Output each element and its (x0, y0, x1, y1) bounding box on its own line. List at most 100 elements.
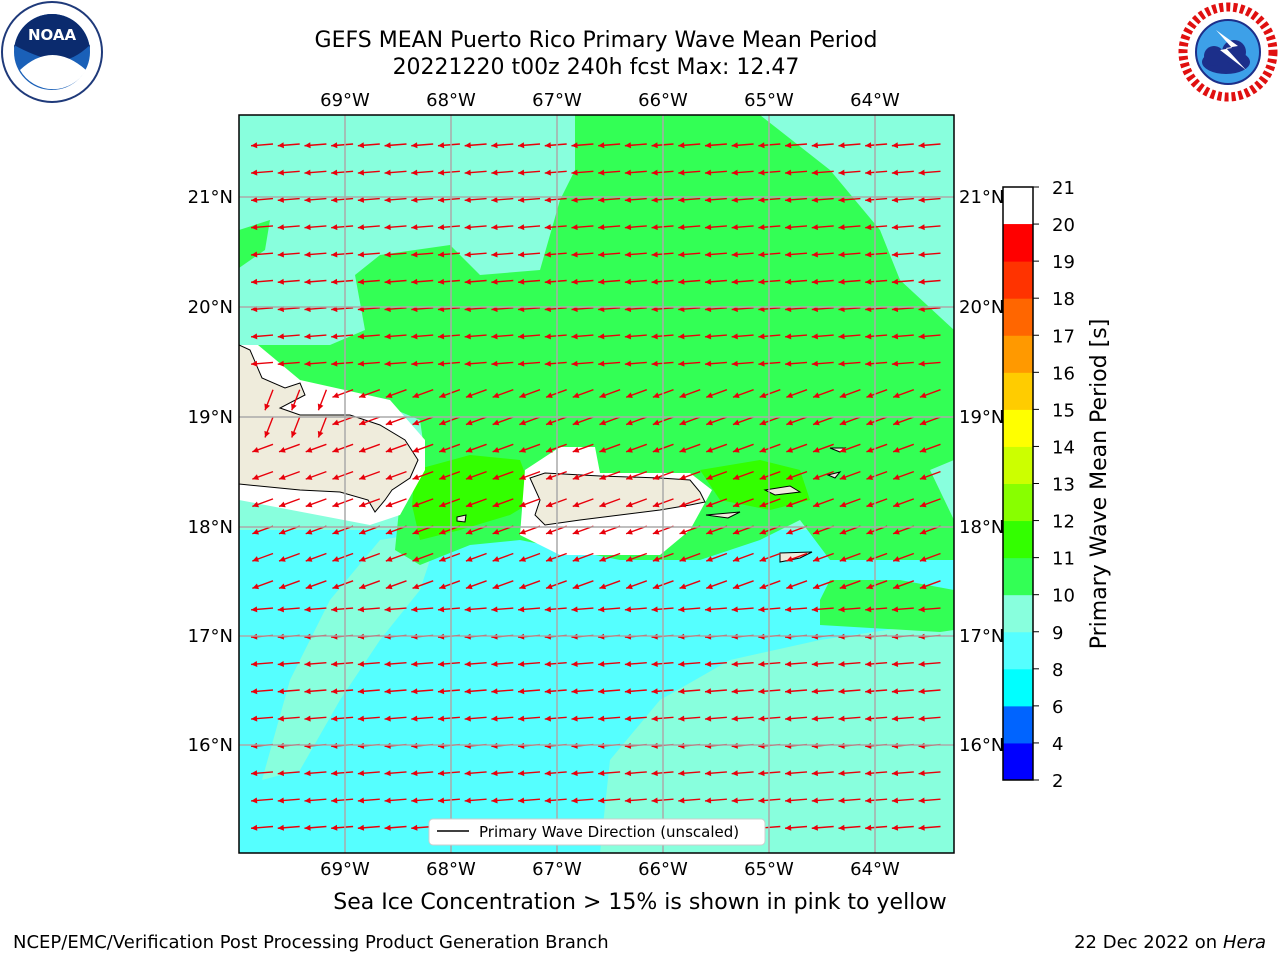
wave-arrow-head (704, 196, 712, 203)
wave-arrow-head (758, 278, 765, 285)
wave-arrow-head (439, 392, 446, 399)
wave-arrow-head (384, 715, 391, 722)
lat-label: 16°N (188, 735, 233, 756)
wave-arrow-head (544, 333, 551, 340)
wave-arrow-head (492, 528, 500, 535)
wave-arrow-head (437, 251, 445, 258)
wave-arrow-head (839, 446, 847, 453)
wave-arrow-head (651, 142, 658, 149)
wave-arrow-head (704, 606, 712, 613)
wave-arrow-head (544, 251, 551, 258)
wave-arrow-head (731, 333, 738, 340)
wave-arrow-head (359, 392, 366, 399)
wave-arrow-head (811, 333, 818, 340)
wave-arrow-head (317, 403, 324, 411)
colorbar-tick-label: 11 (1052, 549, 1075, 570)
wave-arrow-head (385, 474, 393, 480)
wave-arrow-head (572, 446, 580, 453)
wave-arrow-head (786, 474, 793, 480)
colorbar-bin (1003, 372, 1033, 410)
wave-arrow-head (838, 660, 845, 667)
wave-arrow-head (891, 770, 899, 777)
wave-arrow-head (598, 715, 605, 722)
wave-arrow-head (465, 528, 473, 535)
wave-arrow-head (411, 278, 418, 285)
landmass-virgin-islands (705, 447, 847, 563)
wave-arrow-head (758, 169, 765, 176)
wave-arrow-head (624, 196, 632, 203)
wave-arrow-head (893, 446, 900, 453)
colorbar-bin (1003, 446, 1033, 484)
landmass-mona-island (456, 514, 467, 523)
colorbar-bin (1003, 705, 1033, 744)
wave-arrow-head (598, 169, 605, 176)
wave-arrow-head (599, 446, 607, 453)
wave-arrow-head (384, 251, 391, 258)
wave-arrow-head (758, 797, 765, 804)
wave-arrow-head (332, 528, 340, 535)
wave-arrow-head (252, 446, 259, 453)
wave-arrow-head (891, 606, 899, 613)
wave-arrow-head (599, 583, 607, 590)
colorbar-bin (1003, 742, 1033, 781)
colorbar (1003, 224, 1033, 781)
wave-arrow-head (385, 528, 393, 535)
wave-arrow-head (305, 501, 313, 508)
wave-arrow-head (411, 715, 418, 722)
wave-arrow-head (491, 196, 498, 203)
footer-date: 22 Dec 2022 on Hera (1074, 932, 1266, 954)
lat-label: 20°N (959, 297, 1004, 318)
wave-arrow-head (518, 224, 525, 231)
wave-arrow-head (893, 501, 900, 508)
wave-arrow-head (811, 606, 818, 613)
wave-arrow-head (359, 419, 366, 426)
wave-arrow-head (624, 224, 632, 231)
wave-arrow-head (679, 556, 687, 562)
colorbar-label: Primary Wave Mean Period [s] (1087, 319, 1112, 650)
colorbar-bin (1003, 224, 1033, 262)
wave-arrow-head (759, 474, 767, 480)
wave-arrow-head (652, 528, 660, 535)
wave-arrow-head (652, 556, 660, 562)
wave-arrow-head (291, 403, 297, 411)
wave-arrow-head (305, 528, 313, 535)
lon-label: 66°W (638, 859, 688, 880)
wave-arrow-head (331, 251, 338, 258)
wave-arrow-head (518, 660, 525, 667)
wave-arrow-head (357, 660, 365, 667)
wave-arrow-head (437, 142, 445, 149)
wave-arrow-head (331, 715, 338, 722)
wave-arrow-head (291, 430, 297, 438)
wave-arrow-head (411, 660, 418, 667)
wave-arrow-head (813, 556, 820, 562)
wave-arrow-head (359, 446, 366, 453)
wave-arrow-head (439, 419, 446, 426)
wave-arrow-head (384, 333, 391, 340)
wave-arrow-head (411, 824, 418, 831)
wave-arrow-head (464, 196, 471, 203)
wave-arrow-head (332, 556, 340, 562)
wave-arrow-head (919, 583, 927, 590)
colorbar-tick-label: 18 (1052, 289, 1075, 310)
lat-label: 18°N (959, 517, 1004, 538)
wave-arrow-head (385, 419, 393, 426)
wave-arrow-head (706, 419, 713, 426)
wave-arrow-head (491, 770, 498, 777)
lon-label: 64°W (850, 859, 900, 880)
wave-arrow-head (732, 474, 740, 480)
wave-arrow-head (357, 715, 365, 722)
colorbar-tick-label: 17 (1052, 326, 1075, 347)
wave-arrow-head (838, 770, 845, 777)
wave-arrow-head (384, 688, 391, 695)
wave-arrow-head (572, 528, 580, 535)
wave-arrow-head (624, 169, 632, 176)
wave-arrow-head (811, 688, 818, 695)
wave-arrow-head (518, 606, 525, 613)
wave-arrow-head (866, 556, 874, 562)
wave-arrow-head (704, 770, 712, 777)
wave-arrow-head (599, 501, 607, 508)
wave-arrow-head (678, 797, 685, 804)
wave-arrow-head (624, 770, 632, 777)
wave-arrow-head (865, 715, 872, 722)
wave-arrow-head (464, 606, 471, 613)
